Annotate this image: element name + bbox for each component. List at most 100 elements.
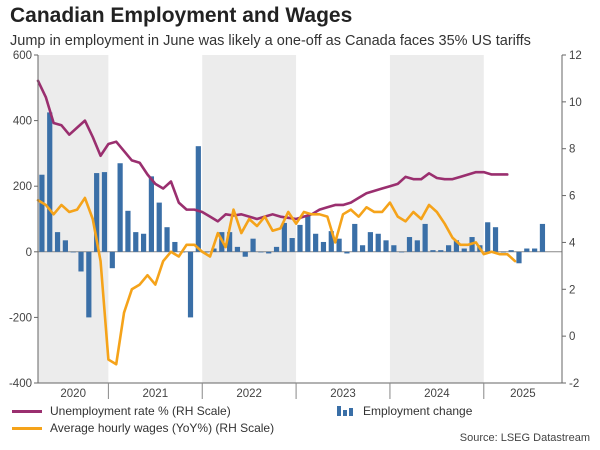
x-tick-label: 2024 (424, 388, 450, 400)
employment-bar (203, 251, 209, 253)
employment-bar (359, 245, 366, 252)
employment-bar (78, 251, 84, 272)
left-tick-label: 400 (13, 116, 32, 128)
legend-unemployment-label: Unemployment rate % (RH Scale) (50, 404, 231, 418)
employment-bar (485, 222, 491, 252)
legend-employment-label: Employment change (363, 404, 473, 418)
employment-bar (273, 246, 280, 252)
employment-bar (445, 245, 452, 252)
x-axis-ticks: 2020 2021 2022 2023 2024 2025 (60, 383, 536, 400)
employment-bar (70, 251, 76, 253)
year-shading (38, 55, 484, 383)
series-lines (36, 79, 517, 366)
employment-bar (195, 146, 201, 252)
employment-bar (101, 172, 108, 252)
source-note: Source: LSEG Datastream (459, 432, 590, 444)
employment-bar (367, 232, 373, 252)
right-tick-label: 4 (569, 237, 576, 249)
employment-bars (39, 112, 546, 318)
employment-bar (156, 202, 162, 252)
employment-bar (148, 176, 155, 252)
employment-bar (438, 250, 444, 252)
employment-bar (109, 251, 115, 269)
employment-bar (320, 241, 327, 252)
left-tick-label: -200 (9, 312, 32, 324)
employment-bar (117, 163, 123, 252)
employment-bar (227, 232, 233, 252)
employment-bar (266, 251, 272, 254)
left-tick-label: 0 (26, 247, 32, 259)
employment-bar (94, 173, 100, 252)
right-tick-label: 6 (569, 191, 575, 203)
employment-bar (344, 251, 350, 254)
employment-bar (140, 233, 147, 252)
employment-bar (352, 223, 358, 252)
employment-bar (492, 227, 499, 252)
employment-bar (430, 250, 436, 252)
x-tick-label: 2020 (60, 388, 86, 400)
employment-bar (422, 223, 428, 252)
employment-bar (172, 241, 178, 252)
left-tick-label: 200 (13, 181, 32, 193)
employment-bar (539, 223, 546, 252)
chart-title: Canadian Employment and Wages (10, 4, 353, 27)
employment-bar (54, 232, 61, 252)
employment-bar (500, 251, 506, 253)
employment-bar (133, 232, 139, 252)
legend-wages-label: Average hourly wages (YoY%) (RH Scale) (50, 421, 275, 435)
employment-bar (62, 240, 68, 252)
legend-unemployment: Unemployment rate % (RH Scale) (12, 404, 231, 418)
left-axis-ticks: -400 -200 0 200 400 600 (9, 50, 38, 390)
employment-bar (39, 174, 45, 252)
employment-bar (516, 251, 522, 264)
legend-employment: Employment change (337, 404, 472, 418)
employment-bar (47, 112, 53, 252)
right-tick-label: 0 (569, 331, 575, 343)
left-tick-label: 600 (13, 50, 32, 62)
wages-line (36, 196, 517, 366)
employment-bar (289, 238, 295, 252)
legend-unemployment-swatch (12, 409, 42, 413)
employment-bar (399, 251, 405, 253)
employment-bar (391, 245, 397, 252)
left-tick-label: -400 (9, 378, 32, 390)
legend-wages: Average hourly wages (YoY%) (RH Scale) (12, 421, 274, 435)
employment-bar (86, 251, 92, 318)
employment-bar (375, 233, 381, 252)
employment-bar (164, 227, 170, 252)
employment-bar (453, 240, 460, 252)
employment-bar (328, 231, 334, 252)
employment-bar (297, 224, 303, 252)
employment-bar (250, 238, 256, 252)
employment-bar (305, 215, 311, 252)
employment-bar (336, 238, 342, 252)
right-tick-label: 10 (569, 97, 582, 109)
x-tick-label: 2025 (510, 388, 536, 400)
employment-bar (187, 251, 194, 318)
employment-bar (234, 246, 241, 252)
employment-bar (414, 240, 420, 252)
right-tick-label: -2 (569, 378, 579, 390)
employment-bar (532, 248, 538, 252)
employment-bar (281, 222, 287, 252)
employment-bar (242, 251, 248, 257)
employment-bar (383, 240, 389, 252)
employment-bar (461, 248, 467, 252)
employment-bar (258, 251, 264, 253)
chart-subtitle: Jump in employment in June was likely a … (10, 33, 531, 49)
unemployment-line (36, 79, 509, 223)
x-tick-label: 2023 (330, 388, 356, 400)
right-tick-label: 2 (569, 284, 575, 296)
right-axis-ticks: -2 0 2 4 6 8 10 12 (562, 50, 582, 390)
employment-bar (406, 237, 413, 252)
legend-wages-swatch (12, 426, 42, 430)
employment-bar (313, 233, 319, 252)
x-tick-label: 2021 (143, 388, 169, 400)
employment-bar (524, 248, 530, 252)
right-tick-label: 8 (569, 144, 575, 156)
employment-bar (508, 250, 514, 252)
x-tick-label: 2022 (236, 388, 262, 400)
right-tick-label: 12 (569, 50, 582, 62)
employment-bar (125, 210, 131, 252)
